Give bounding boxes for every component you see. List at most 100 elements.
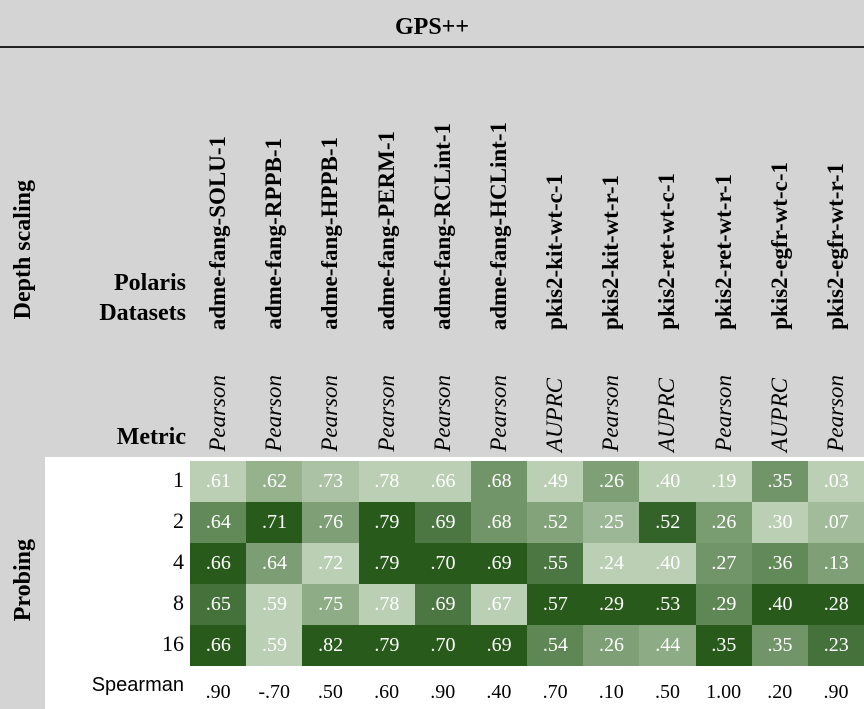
heat-cell: .69 (414, 584, 472, 625)
heat-cell: .72 (302, 543, 359, 584)
metric-box: Pearson (359, 340, 415, 452)
metric: AUPRC (542, 377, 568, 452)
heat-cell: .52 (639, 502, 697, 543)
heat-cell: .03 (807, 461, 864, 502)
column-header-box: pkis2-egfr-wt-c-1 (752, 55, 808, 330)
heat-cell: .35 (695, 625, 753, 666)
heat-cell: .79 (358, 625, 416, 666)
heat-cell: .44 (639, 625, 697, 666)
metric: Pearson (205, 375, 231, 452)
column-header: pkis2-egfr-wt-c-1 (766, 162, 792, 330)
spearman-cell: 1.00 (706, 680, 742, 703)
metric-box: Pearson (583, 340, 639, 452)
row-label: 1 (173, 467, 184, 492)
column-header: pkis2-kit-wt-c-1 (542, 174, 568, 330)
datasets-label: Polaris Datasets (99, 270, 186, 326)
heat-cell: .71 (246, 502, 303, 543)
metric: Pearson (261, 375, 287, 452)
column-header-box: adme-fang-RCLint-1 (415, 55, 471, 330)
spearman-cell: .10 (598, 680, 624, 703)
column-header-box: pkis2-ret-wt-c-1 (639, 55, 695, 330)
heat-cell: .70 (414, 543, 472, 584)
heat-cell: .07 (807, 502, 864, 543)
heat-cell: .65 (190, 584, 247, 625)
heat-cell: .49 (527, 461, 584, 502)
heat-cell: .69 (470, 543, 528, 584)
spearman-cell: .50 (317, 680, 343, 703)
group-label-box: Probing (6, 480, 40, 680)
column-header: adme-fang-SOLU-1 (205, 135, 231, 330)
column-header: pkis2-ret-wt-c-1 (654, 173, 680, 330)
spearman-cell: .40 (486, 680, 512, 703)
metric-box: Pearson (808, 340, 864, 452)
heat-cell: .69 (470, 625, 528, 666)
heat-cell: .26 (583, 625, 640, 666)
heat-cell: .40 (639, 461, 697, 502)
heat-cell: .30 (751, 502, 809, 543)
heat-cell: .52 (527, 502, 584, 543)
heat-cell: .66 (190, 625, 247, 666)
column-header-box: adme-fang-HCLint-1 (471, 55, 527, 330)
spearman-cell: .50 (654, 680, 680, 703)
column-header-box: adme-fang-SOLU-1 (190, 55, 246, 330)
heat-cell: .26 (583, 461, 640, 502)
metric-box: AUPRC (527, 340, 583, 452)
heat-cell: .79 (358, 502, 416, 543)
heat-cell: .26 (695, 502, 753, 543)
side-label: Depth scaling (9, 180, 36, 320)
heat-cell: .62 (246, 461, 303, 502)
heat-cell: .73 (302, 461, 359, 502)
metric: Pearson (373, 375, 399, 452)
heat-cell: .35 (751, 461, 809, 502)
column-header: pkis2-kit-wt-r-1 (598, 174, 624, 330)
column-header: adme-fang-HCLint-1 (485, 121, 511, 330)
heat-cell: .82 (302, 625, 359, 666)
heat-cell: .68 (470, 502, 528, 543)
heat-cell: .13 (807, 543, 864, 584)
heat-cell: .57 (527, 584, 584, 625)
heat-cell: .67 (470, 584, 528, 625)
heat-cell: .29 (583, 584, 640, 625)
metric: Pearson (598, 375, 624, 452)
column-header-box: adme-fang-PERM-1 (359, 55, 415, 330)
column-header-box: pkis2-kit-wt-r-1 (583, 55, 639, 330)
column-header: adme-fang-RCLint-1 (429, 123, 455, 330)
heat-cell: .25 (583, 502, 640, 543)
group-label: Probing (9, 538, 36, 622)
side-label-box: Depth scaling (6, 150, 40, 350)
metric: Pearson (822, 375, 848, 452)
metric: AUPRC (766, 377, 792, 452)
heat-cell: .64 (190, 502, 247, 543)
row-label: 4 (173, 549, 184, 574)
metric-label: Metric (116, 424, 186, 450)
metric: Pearson (485, 375, 511, 452)
heat-cell: .66 (414, 461, 472, 502)
heat-cell: .78 (358, 461, 416, 502)
spearman-cell: .90 (823, 680, 849, 703)
spearman-label: Spearman (91, 674, 184, 696)
heat-cell: .19 (695, 461, 753, 502)
column-header: adme-fang-PERM-1 (373, 130, 399, 330)
heat-cell: .68 (470, 461, 528, 502)
spearman-cell: .90 (430, 680, 456, 703)
spearman-cell: .90 (205, 680, 231, 703)
heat-cell: .36 (751, 543, 809, 584)
heat-cell: .53 (639, 584, 697, 625)
row-label: 2 (173, 508, 184, 533)
heat-cell: .61 (190, 461, 247, 502)
metric-box: AUPRC (639, 340, 695, 452)
metric: Pearson (710, 375, 736, 452)
metric: Pearson (429, 375, 455, 452)
heat-cell: .75 (302, 584, 359, 625)
column-header-box: adme-fang-HPPB-1 (302, 55, 358, 330)
heat-cell: .27 (695, 543, 753, 584)
heat-cell: .55 (527, 543, 584, 584)
heat-cell: .70 (414, 625, 472, 666)
heat-cell: .66 (190, 543, 247, 584)
metric: Pearson (317, 375, 343, 452)
spearman-cell: .70 (542, 680, 568, 703)
heat-cell: .78 (358, 584, 416, 625)
heat-cell: .24 (583, 543, 640, 584)
column-header: pkis2-ret-wt-r-1 (710, 174, 736, 330)
metric-box: Pearson (246, 340, 302, 452)
